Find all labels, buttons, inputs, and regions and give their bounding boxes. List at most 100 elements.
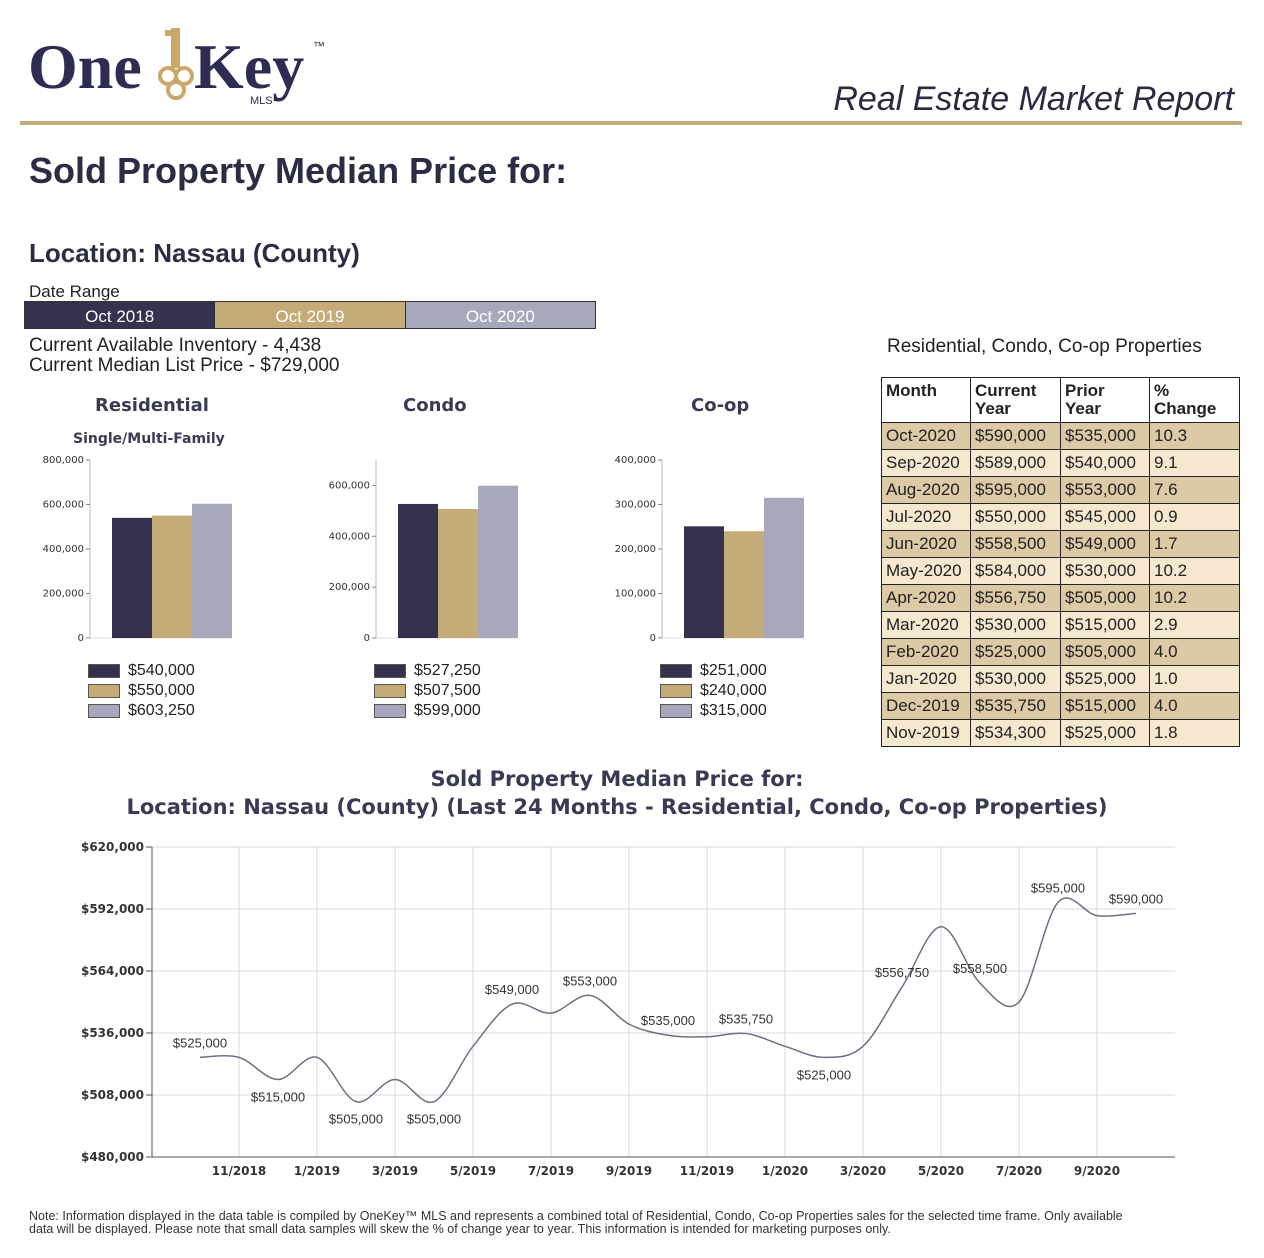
y-tick-label: 600,000 [43, 500, 84, 511]
cell-current-year: $530,000 [970, 665, 1061, 693]
cell-current-year: $535,750 [970, 692, 1061, 720]
legend-item: $527,250 [374, 661, 481, 681]
bar-oct-2019 [438, 508, 478, 638]
location-heading: Location: Nassau (County) [29, 238, 360, 268]
legend-swatch [374, 704, 406, 718]
cell-current-year: $595,000 [970, 476, 1061, 504]
legend-swatch [660, 704, 692, 718]
y-tick-label: $508,000 [81, 1088, 144, 1102]
table-row: Nov-2019 $534,300 $525,000 1.8 [881, 719, 1240, 747]
cell-month: Mar-2020 [881, 611, 971, 639]
x-tick-label: 5/2020 [918, 1164, 964, 1178]
coop-legend: $251,000 $240,000 $315,000 [660, 661, 767, 721]
y-tick-label: 300,000 [615, 500, 656, 511]
data-label: $535,750 [719, 1012, 773, 1027]
y-tick-label: $620,000 [81, 840, 144, 854]
legend-swatch [374, 684, 406, 698]
median-price-line-chart: $480,000 $508,000 $536,000 $564,000 $592,000… [81, 840, 1175, 1178]
y-tick-label: $536,000 [81, 1026, 144, 1040]
note-line-1: Note: Information displayed in the data … [29, 1209, 1123, 1223]
y-tick-label: 800,000 [43, 455, 84, 466]
median-price-series-line [199, 897, 1137, 1104]
cell-prior-year: $549,000 [1060, 530, 1150, 558]
condo-legend: $527,250 $507,500 $599,000 [374, 661, 481, 721]
bar-oct-2020 [192, 503, 232, 638]
y-tick-label: 400,000 [329, 531, 370, 542]
cell-current-year: $589,000 [970, 449, 1061, 477]
data-label: $515,000 [251, 1090, 305, 1105]
cell-percent-change: 1.8 [1149, 719, 1240, 747]
line-chart-subtitle: Location: Nassau (County) (Last 24 Month… [126, 795, 1108, 819]
data-label: $505,000 [407, 1112, 461, 1127]
table-row: Apr-2020 $556,750 $505,000 10.2 [881, 584, 1240, 612]
data-label: $556,750 [875, 965, 929, 980]
cell-prior-year: $515,000 [1060, 611, 1150, 639]
date-range-oct-2018: Oct 2018 [25, 302, 215, 328]
cell-percent-change: 4.0 [1149, 692, 1240, 720]
data-label: $549,000 [485, 982, 539, 997]
cell-month: Nov-2019 [881, 719, 971, 747]
logo-text-key: Key [194, 31, 304, 102]
cell-percent-change: 0.9 [1149, 503, 1240, 531]
legend-item: $550,000 [88, 681, 195, 701]
legend-swatch [88, 684, 120, 698]
header-prior-year: Prior Year [1060, 377, 1150, 423]
table-row: Jan-2020 $530,000 $525,000 1.0 [881, 665, 1240, 693]
cell-month: Oct-2020 [881, 422, 971, 450]
cell-percent-change: 7.6 [1149, 476, 1240, 504]
legend-value: $240,000 [700, 682, 767, 699]
legend-item: $240,000 [660, 681, 767, 701]
y-tick-label: 0 [78, 633, 84, 644]
legend-value: $251,000 [700, 662, 767, 679]
page-title: Sold Property Median Price for: [29, 150, 568, 191]
cell-current-year: $534,300 [970, 719, 1061, 747]
cell-month: Jul-2020 [881, 503, 971, 531]
y-tick-label: 100,000 [615, 589, 656, 600]
data-label: $535,000 [641, 1013, 695, 1028]
table-row: Mar-2020 $530,000 $515,000 2.9 [881, 611, 1240, 639]
data-label: $558,500 [953, 961, 1007, 976]
residential-chart-subtitle: Single/Multi-Family [73, 431, 225, 447]
legend-value: $315,000 [700, 702, 767, 719]
bar-oct-2018 [112, 517, 152, 638]
table-row: Dec-2019 $535,750 $515,000 4.0 [881, 692, 1240, 720]
legend-item: $507,500 [374, 681, 481, 701]
median-list-price: Current Median List Price - $729,000 [29, 355, 340, 376]
cell-prior-year: $505,000 [1060, 584, 1150, 612]
legend-item: $315,000 [660, 701, 767, 721]
x-tick-label: 7/2019 [528, 1164, 574, 1178]
table-row: Jun-2020 $558,500 $549,000 1.7 [881, 530, 1240, 558]
data-label: $505,000 [329, 1112, 383, 1127]
legend-swatch [660, 664, 692, 678]
date-range-oct-2019: Oct 2019 [214, 302, 406, 328]
cell-current-year: $558,500 [970, 530, 1061, 558]
x-tick-label: 11/2019 [680, 1164, 734, 1178]
y-tick-label: 600,000 [329, 480, 370, 491]
coop-chart-title: Co-op [691, 395, 750, 416]
onekey-mls-logo: One Key ™ MLS [28, 28, 325, 107]
cell-month: Sep-2020 [881, 449, 971, 477]
date-range-bar: Oct 2018 Oct 2019 Oct 2020 [24, 301, 596, 329]
legend-item: $251,000 [660, 661, 767, 681]
data-label: $590,000 [1109, 891, 1163, 906]
cell-percent-change: 10.2 [1149, 557, 1240, 585]
x-tick-label: 3/2019 [372, 1164, 418, 1178]
y-tick-label: 200,000 [43, 589, 84, 600]
legend-swatch [660, 684, 692, 698]
cell-current-year: $584,000 [970, 557, 1061, 585]
key-icon [158, 28, 194, 100]
median-price-table: Month Current Year Prior Year % Change O… [881, 377, 1240, 747]
header-divider [20, 121, 1242, 125]
cell-prior-year: $535,000 [1060, 422, 1150, 450]
table-row: Oct-2020 $590,000 $535,000 10.3 [881, 422, 1240, 450]
y-tick-label: 0 [650, 633, 656, 644]
legend-swatch [374, 664, 406, 678]
data-label: $553,000 [563, 973, 617, 988]
cell-month: Jun-2020 [881, 530, 971, 558]
note-line-2: data will be displayed. Please note that… [29, 1222, 891, 1236]
bar-oct-2018 [684, 526, 724, 638]
bar-oct-2020 [764, 497, 804, 638]
legend-value: $599,000 [414, 702, 481, 719]
available-inventory: Current Available Inventory - 4,438 [29, 335, 322, 356]
y-tick-label: 200,000 [615, 544, 656, 555]
